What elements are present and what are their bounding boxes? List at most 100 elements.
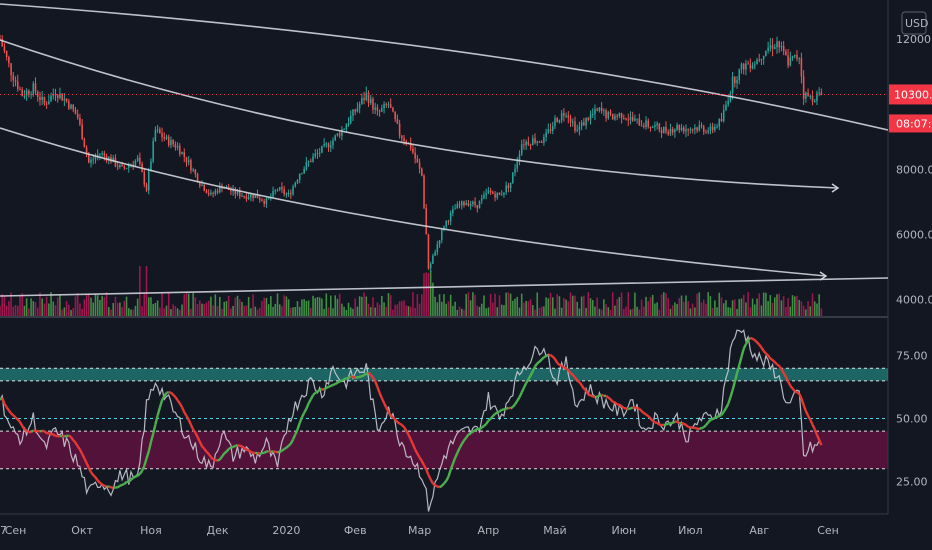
volume-bar [403, 300, 405, 316]
rsi-ma-segment [214, 458, 218, 462]
rsi-ma-segment [744, 339, 750, 345]
rsi-ma-segment [534, 362, 539, 368]
rsi-ma-segment [392, 416, 397, 421]
candle-body [101, 153, 103, 155]
volume-bar [358, 296, 361, 316]
rsi-ma-segment [72, 439, 77, 444]
rsi-ma-segment [130, 476, 134, 481]
rsi-ma-segment [496, 410, 500, 414]
candle-body [740, 63, 743, 70]
rsi-ma-segment [363, 372, 368, 377]
rsi-ma-segment [203, 447, 208, 453]
time-tick-label: Апр [478, 524, 500, 537]
rsi-ma-segment [487, 417, 492, 422]
rsi-ma-segment [443, 480, 448, 485]
rsi-ma-segment [180, 406, 186, 413]
currency-button[interactable]: USD [901, 11, 929, 35]
rsi-ma-segment [279, 449, 283, 454]
candle-body [30, 93, 32, 95]
volume-bar [83, 299, 86, 316]
rsi-ma-segment [672, 420, 676, 424]
time-tick-label: Окт [71, 524, 93, 537]
rsi-ma-segment [483, 423, 487, 427]
rsi-ma-segment [103, 484, 108, 488]
candle-body [369, 98, 372, 104]
volume-bar [147, 297, 150, 316]
candle-body [312, 156, 314, 162]
candle-body [19, 88, 21, 90]
candle-body [170, 139, 172, 146]
rsi-ma-segment [216, 458, 221, 462]
candle-body [23, 95, 26, 97]
candle-body [569, 117, 572, 123]
candle-body [12, 75, 15, 81]
volume-bar [467, 292, 470, 316]
candle-body [254, 194, 257, 199]
candle-body [278, 187, 281, 190]
volume-bar [176, 308, 179, 316]
volume-bar [720, 297, 723, 316]
volume-bar [589, 298, 592, 316]
volume-bar [414, 307, 416, 316]
volume-bar [780, 300, 783, 316]
volume-bar [576, 301, 578, 316]
candle-body [689, 129, 692, 131]
candle-body [212, 192, 214, 194]
volume-bar [507, 292, 510, 316]
volume-bar [700, 302, 703, 316]
rsi-ma-segment [243, 446, 248, 451]
candle-body [416, 158, 419, 163]
volume-bar [216, 305, 219, 316]
volume-bar [21, 293, 23, 316]
volume-bar [219, 296, 221, 316]
volume-bar [385, 306, 388, 316]
volume-bar [48, 303, 50, 316]
volume-bar [476, 305, 479, 316]
rsi-ma-segment [14, 416, 19, 421]
volume-bar [751, 298, 754, 316]
volume-bar [631, 308, 634, 316]
candle-body [236, 190, 239, 195]
rsi-ma-segment [498, 408, 503, 413]
candle-body [265, 198, 268, 204]
volume-bar [654, 303, 656, 316]
volume-bar [156, 300, 159, 316]
rsi-ma-segment [378, 392, 383, 399]
rsi-ma-segment [369, 374, 374, 379]
volume-bar [480, 303, 483, 316]
volume-bar [347, 302, 350, 316]
candle-body [711, 126, 714, 131]
volume-bar [645, 296, 647, 316]
rsi-ma-segment [346, 376, 349, 380]
rsi-ma-segment [643, 412, 647, 416]
rsi-ma-segment [625, 407, 629, 411]
candle-body [518, 154, 521, 162]
rsi-ma-segment [509, 405, 514, 410]
volume-bar [230, 308, 232, 316]
volume-bar [205, 302, 208, 316]
volume-bar [718, 292, 721, 316]
candle-body [707, 130, 709, 133]
candle-body [576, 129, 578, 131]
volume-bar [352, 308, 354, 316]
rsi-ma-segment [647, 415, 652, 420]
rsi-ma-segment [400, 424, 405, 428]
volume-bar [523, 302, 525, 316]
rsi-ma-segment [742, 343, 748, 350]
volume-bar [463, 309, 465, 316]
candle-body [567, 115, 570, 118]
candle-body [631, 116, 634, 121]
candle-body [527, 141, 530, 145]
volume-bar [607, 307, 610, 316]
rsi-ma-segment [189, 424, 195, 431]
rsi-ma-segment [170, 391, 175, 396]
volume-bar [52, 301, 55, 316]
volume-bar [130, 309, 132, 316]
candle-body [387, 104, 390, 106]
volume-bar [427, 273, 430, 316]
rsi-ma-segment [571, 374, 576, 379]
rsi-ma-segment [580, 384, 585, 390]
time-tick-label: Авг [749, 524, 769, 537]
rsi-ma-segment [574, 376, 579, 382]
